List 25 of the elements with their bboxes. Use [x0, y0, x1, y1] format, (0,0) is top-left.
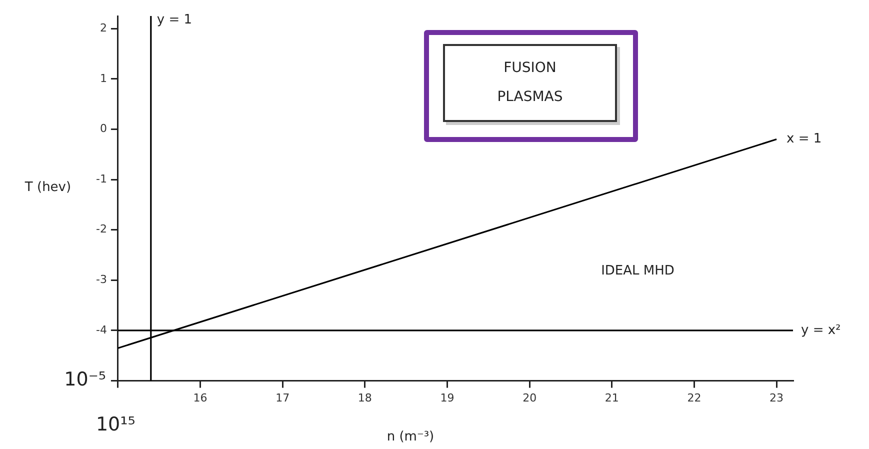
y-tick-label: 0: [100, 122, 107, 136]
annotation: FUSION PLASMAS: [496, 59, 564, 107]
ref-line-label: y = x²: [801, 322, 841, 338]
y-axis-title: T (hev): [24, 180, 72, 195]
annotation: x = 1: [786, 132, 822, 147]
y-tick-label: 1: [100, 72, 107, 85]
x-tick-label: 16: [193, 391, 208, 404]
x-tick-label: 18: [358, 391, 372, 404]
y-tick-label: -2: [96, 222, 107, 236]
y-tick-label: -4: [96, 323, 107, 336]
text: 10¹⁵: [96, 414, 136, 436]
text: 10⁻⁵: [64, 368, 106, 391]
y-tick-label: 2: [100, 21, 107, 34]
x-tick-label: 22: [687, 391, 702, 404]
y-tick-label: -1: [96, 172, 107, 186]
x-tick-label: 23: [770, 391, 784, 404]
x-tick-label: 19: [440, 391, 454, 404]
x-tick-label: 20: [522, 391, 537, 404]
label-frame: FUSION PLASMAS: [424, 30, 638, 142]
x-tick-label: 17: [276, 391, 290, 404]
y-tick-label: -3: [96, 273, 107, 286]
x-tick-label: 21: [604, 391, 619, 404]
annotation: y = 1: [156, 12, 192, 28]
x-axis-title: n (m⁻³): [386, 429, 434, 444]
annotation: IDEAL MHD: [601, 264, 674, 279]
